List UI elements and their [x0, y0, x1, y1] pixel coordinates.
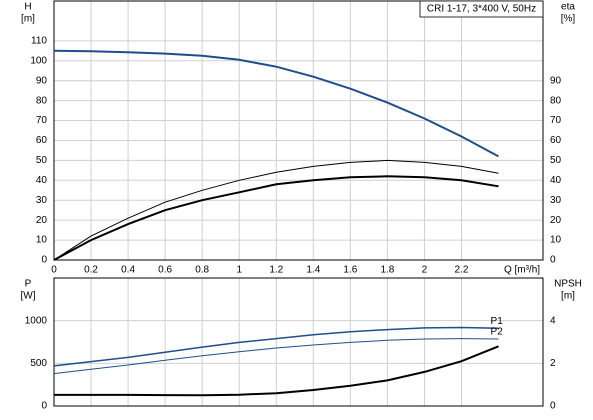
y-tick-label: 110	[31, 35, 47, 46]
curve	[53, 159, 499, 261]
y-tick-label: 50	[36, 155, 48, 166]
chart-title: CRI 1-17, 3*400 V, 50Hz	[427, 4, 536, 15]
y-axis-unit: [W]	[21, 291, 36, 302]
x-tick-label: 0	[51, 265, 57, 276]
y2-tick-label: 60	[550, 135, 562, 146]
curve	[54, 345, 499, 397]
x-tick-label: 1.2	[269, 265, 283, 276]
x-tick-label: 0.8	[195, 265, 209, 276]
y2-tick-label: 50	[550, 155, 562, 166]
y2-tick-label: 2	[550, 358, 556, 369]
y-tick-label: 100	[30, 55, 47, 66]
x-tick-label: 1.6	[343, 265, 357, 276]
x-tick-label: 0.6	[158, 265, 172, 276]
x-tick-label: 2	[422, 265, 428, 276]
y-tick-label: 10	[36, 235, 48, 246]
y-tick-label: 70	[36, 115, 48, 126]
curve-label: P1	[491, 316, 504, 327]
y-tick-label: 60	[36, 135, 48, 146]
plot-frame	[53, 0, 544, 261]
y-tick-label: 0	[41, 401, 47, 412]
y-tick-label: 1000	[25, 315, 48, 326]
y-tick-label: 80	[36, 95, 48, 106]
x-tick-label: 0.2	[84, 265, 98, 276]
y2-tick-label: 4	[550, 315, 556, 326]
curve	[53, 175, 499, 261]
y2-axis-label: eta	[561, 2, 575, 13]
plot-frame	[53, 277, 544, 407]
y-tick-label: 90	[36, 75, 48, 86]
y2-tick-label: 0	[550, 255, 556, 266]
x-tick-label: 1.8	[380, 265, 394, 276]
y-axis-unit: [m]	[21, 14, 35, 25]
x-tick-label: 1	[236, 265, 242, 276]
y2-tick-label: 30	[550, 195, 562, 206]
x-tick-label: 2.2	[455, 265, 469, 276]
x-axis-label: Q [m³/h]	[504, 265, 540, 276]
y-tick-label: 20	[36, 215, 48, 226]
y-axis-label: P	[25, 279, 32, 290]
y2-tick-label: 40	[550, 175, 562, 186]
y2-axis-unit: [m]	[561, 291, 575, 302]
y2-tick-label: 90	[550, 75, 562, 86]
curve-label: P2	[491, 327, 504, 338]
y2-axis-label: NPSH	[554, 279, 582, 290]
legend-box	[419, 0, 544, 18]
y-tick-label: 500	[30, 358, 47, 369]
y2-tick-label: 70	[550, 115, 562, 126]
y-tick-label: 0	[41, 255, 47, 266]
y-tick-label: 30	[36, 195, 48, 206]
curve	[53, 338, 499, 375]
y2-axis-unit: [%]	[561, 14, 576, 25]
y2-tick-label: 20	[550, 215, 562, 226]
x-tick-label: 1.4	[306, 265, 320, 276]
curve	[53, 326, 499, 367]
x-tick-label: 0.4	[121, 265, 135, 276]
y2-tick-label: 80	[550, 95, 562, 106]
y-tick-label: 40	[36, 175, 48, 186]
y-axis-label: H	[24, 2, 31, 13]
y2-tick-label: 0	[550, 401, 556, 412]
curve	[53, 49, 499, 158]
y2-tick-label: 10	[550, 235, 562, 246]
